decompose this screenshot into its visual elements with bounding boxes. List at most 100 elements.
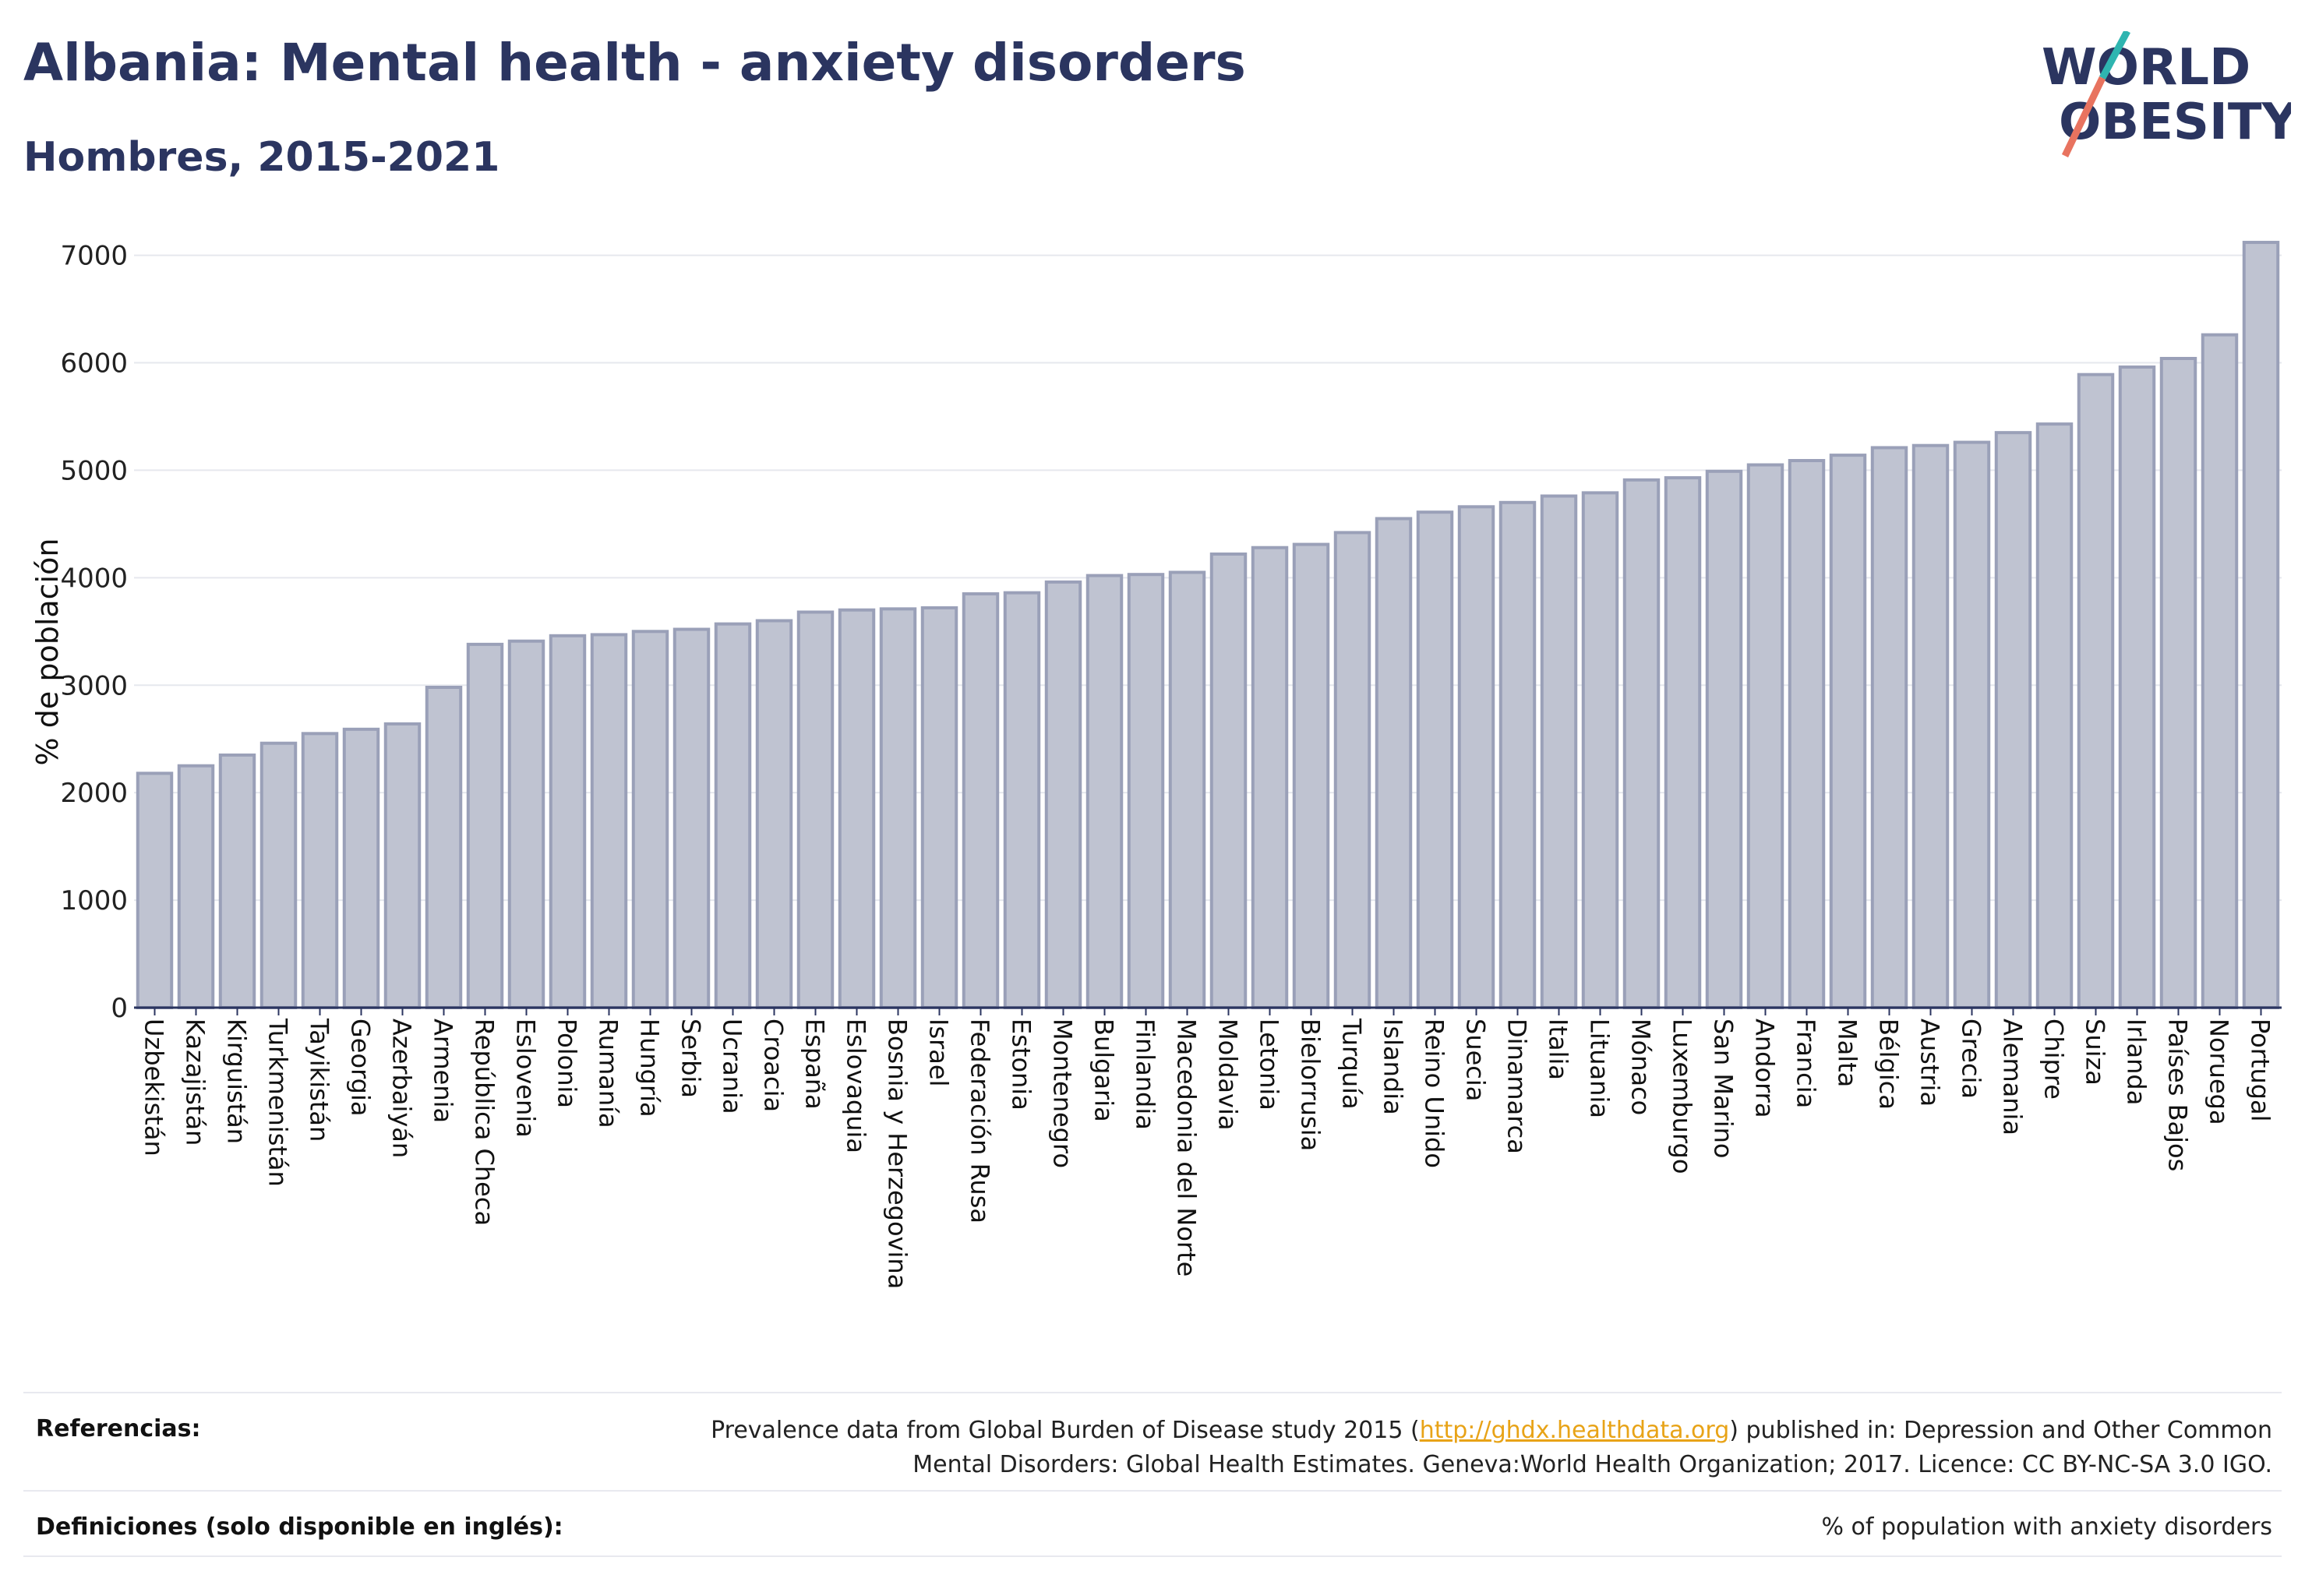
x-tick-label: Dinamarca (1502, 1019, 1532, 1154)
bar (590, 633, 628, 1009)
x-tick-label: Islandia (1378, 1019, 1408, 1115)
bar (1457, 505, 1495, 1009)
y-tick-label: 5000 (60, 455, 128, 486)
x-tick-label: Grecia (1957, 1019, 1986, 1099)
bar (2077, 373, 2115, 1009)
x-tick-label: Polonia (552, 1019, 582, 1108)
bar (879, 607, 917, 1009)
x-tick-label: Irlanda (2122, 1019, 2151, 1105)
x-tick-label: Bielorrusia (1296, 1019, 1325, 1151)
x-tick-label: Luxemburgo (1668, 1019, 1697, 1174)
bar (1788, 459, 1826, 1009)
x-tick-label: Moldavia (1213, 1019, 1243, 1130)
bar (259, 741, 298, 1009)
y-tick-label: 3000 (60, 670, 128, 701)
x-tick-label: Kirguistán (222, 1019, 252, 1144)
x-tick-label: Eslovenia (511, 1019, 541, 1138)
bar (1416, 510, 1454, 1009)
x-tick-label: Alemania (1998, 1019, 2028, 1135)
x-tick-label: Bélgica (1874, 1019, 1904, 1110)
x-tick-label: Montenegro (1048, 1019, 1078, 1168)
bar (466, 642, 504, 1009)
bar (136, 772, 174, 1009)
footer-divider-top (23, 1392, 2282, 1393)
bar (1498, 500, 1537, 1009)
x-tick-label: Georgia (346, 1019, 376, 1116)
x-tick-label: Bulgaria (1089, 1019, 1119, 1122)
bar (1705, 469, 1743, 1009)
x-tick-label: Lituania (1585, 1019, 1615, 1118)
x-tick-labels: Uzbekistán Kazajistán Kirguistán Turkmenist… (139, 1008, 2275, 1289)
x-tick-label: Turkmenistán (263, 1018, 293, 1187)
x-tick-label: Ucrania (718, 1019, 747, 1114)
y-tick-label: 1000 (60, 885, 128, 916)
y-tick-label: 2000 (60, 778, 128, 809)
bar (342, 727, 380, 1009)
logo-line2: OBESITY (2059, 94, 2291, 151)
bar (2118, 365, 2156, 1009)
x-tick-label: Noruega (2204, 1019, 2234, 1125)
x-tick-label: Andorra (1750, 1019, 1780, 1118)
references-post: ) published in: Depression and Other Com… (912, 1417, 2272, 1478)
x-tick-label: Austria (1915, 1019, 1945, 1107)
bar (1209, 552, 1248, 1009)
bar (1333, 531, 1371, 1009)
bar (2035, 422, 2074, 1009)
chart-subtitle: Hombres, 2015-2021 (23, 134, 500, 181)
x-tick-label: Suiza (2081, 1019, 2110, 1086)
bar (301, 732, 339, 1009)
bar (507, 639, 545, 1009)
x-tick-label: Croacia (759, 1019, 789, 1112)
references-link[interactable]: http://ghdx.healthdata.org (1419, 1417, 1730, 1444)
bar (838, 608, 876, 1009)
bar (1622, 478, 1661, 1009)
x-tick-label: Letonia (1255, 1019, 1284, 1110)
bar (1251, 546, 1289, 1009)
world-obesity-logo: WORLD OBESITY (2042, 31, 2291, 157)
x-tick-label: Uzbekistán (139, 1019, 169, 1156)
definitions-text: % of population with anxiety disorders (1821, 1513, 2272, 1541)
bar (1085, 574, 1124, 1009)
x-tick-label: Suecia (1461, 1019, 1491, 1101)
bar (631, 630, 669, 1010)
bar (796, 610, 835, 1009)
x-tick-label: Italia (1544, 1019, 1573, 1080)
footer-divider-bottom (23, 1555, 2282, 1557)
bar (1870, 446, 1908, 1009)
x-tick-label: Mónaco (1626, 1019, 1656, 1115)
bars (136, 241, 2280, 1010)
bar (714, 622, 752, 1009)
x-tick-label: Turquía (1337, 1018, 1367, 1110)
x-tick-label: Reino Unido (1420, 1019, 1449, 1168)
x-tick-label: Estonia (1007, 1019, 1036, 1110)
references-text: Prevalence data from Global Burden of Di… (636, 1414, 2272, 1482)
x-tick-label: Armenia (429, 1019, 458, 1123)
references-label: Referencias: (36, 1415, 201, 1442)
y-tick-label: 0 (111, 993, 128, 1024)
bar (1994, 431, 2032, 1009)
bar (1044, 580, 1082, 1009)
logo-slash-coral (2061, 76, 2106, 157)
x-tick-label: República Checa (470, 1019, 499, 1226)
bar (1829, 454, 1867, 1009)
x-tick-label: San Marino (1709, 1019, 1738, 1159)
bar (920, 606, 958, 1009)
bar (2159, 356, 2197, 1009)
x-tick-label: Países Bajos (2163, 1019, 2193, 1171)
x-tick-label: Chipre (2039, 1019, 2069, 1100)
bar (2242, 241, 2280, 1009)
x-tick-label: Rumanía (594, 1019, 623, 1128)
bar (1375, 517, 1413, 1009)
x-tick-label: Tayikistán (305, 1018, 334, 1142)
logo-slash-teal (2099, 31, 2130, 80)
y-tick-labels: 0 1000 2000 3000 4000 5000 6000 7000 (60, 241, 128, 1024)
bar (2201, 333, 2239, 1009)
y-tick-label: 6000 (60, 348, 128, 380)
x-tick-label: Eslovaquia (842, 1019, 871, 1153)
x-tick-label: Malta (1833, 1019, 1862, 1087)
bar (1168, 570, 1206, 1009)
bar (755, 619, 793, 1009)
bar (1127, 573, 1165, 1009)
definitions-label: Definiciones (solo disponible en inglés)… (36, 1513, 563, 1541)
bar (1292, 542, 1330, 1009)
